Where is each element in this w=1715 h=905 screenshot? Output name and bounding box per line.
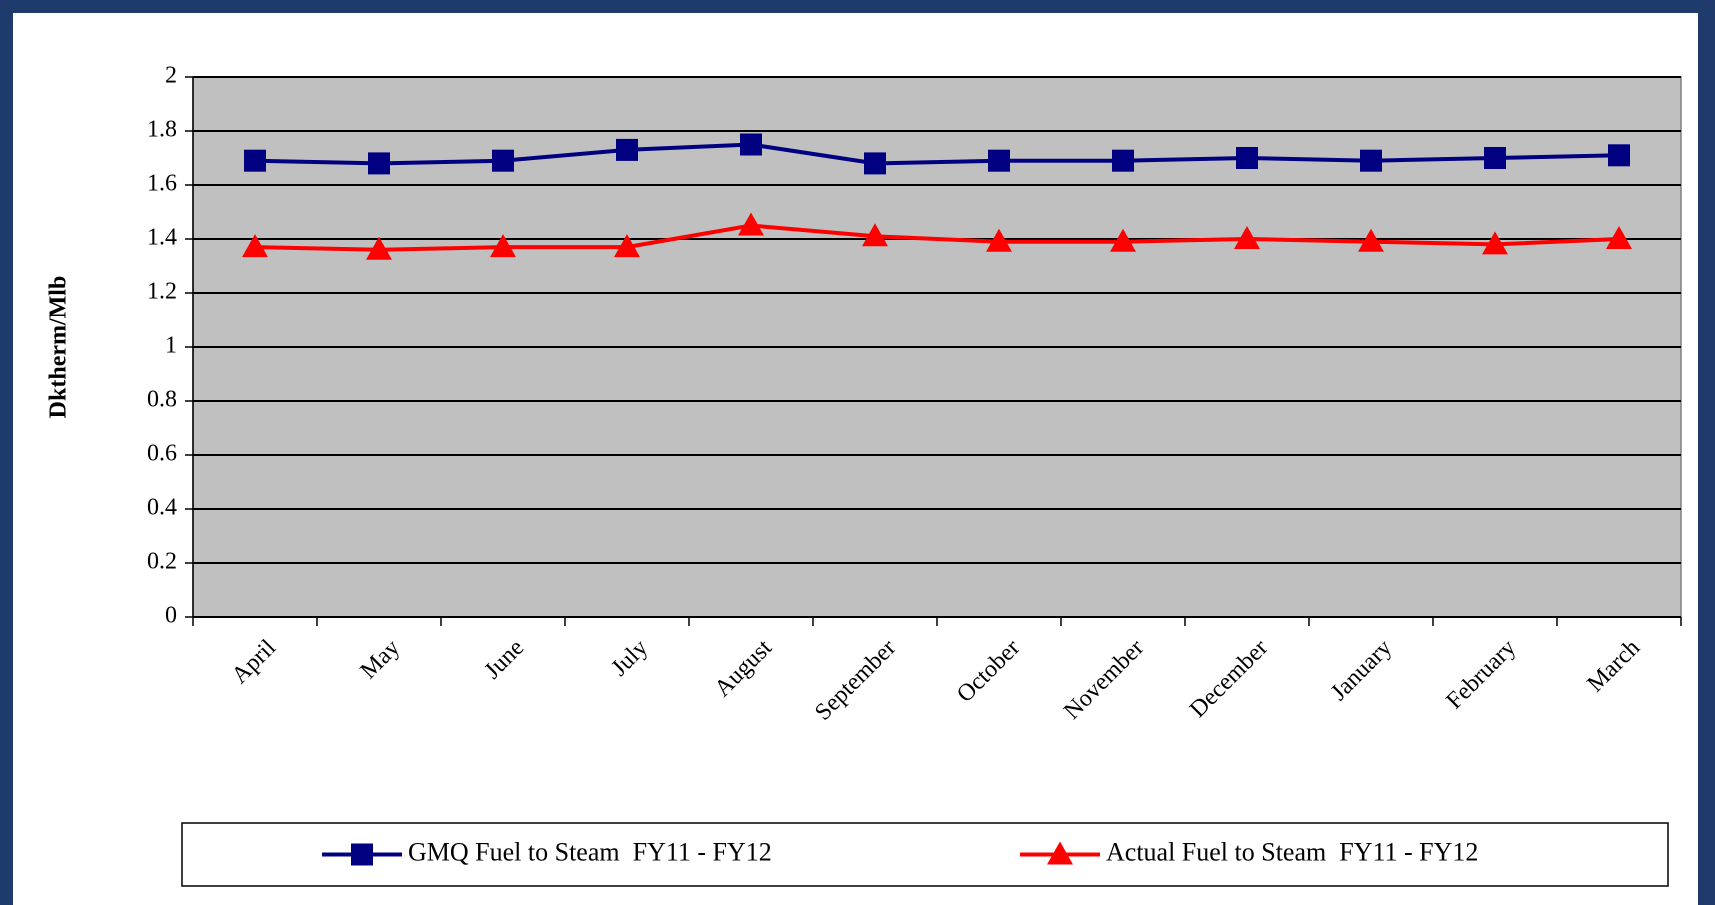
marker <box>738 212 764 236</box>
marker <box>1608 144 1630 167</box>
marker <box>492 149 514 172</box>
marker <box>1360 149 1382 172</box>
legend-box <box>181 822 1669 887</box>
marker <box>986 228 1012 252</box>
marker <box>490 234 516 258</box>
y-tick-label: 2 <box>165 63 177 89</box>
y-tick-label: 1.4 <box>147 225 177 251</box>
marker <box>862 223 888 247</box>
marker <box>1112 149 1134 172</box>
marker <box>1482 231 1508 255</box>
marker <box>1110 228 1136 252</box>
marker <box>616 138 638 161</box>
y-tick-label: 0.6 <box>147 441 177 467</box>
marker <box>368 152 390 175</box>
marker <box>351 843 373 866</box>
marker <box>988 149 1010 172</box>
marker <box>1047 841 1073 865</box>
marker <box>614 234 640 258</box>
marker <box>1358 228 1384 252</box>
series-line <box>254 223 1620 252</box>
marker <box>864 152 886 175</box>
y-axis-label: Dktherm/Mlb <box>46 276 72 419</box>
marker <box>1606 226 1632 249</box>
y-tick-label: 1.6 <box>147 171 177 197</box>
series-line <box>254 142 1620 166</box>
y-tick-label: 0.4 <box>147 495 177 521</box>
marker <box>1236 147 1258 169</box>
marker <box>366 236 392 260</box>
marker <box>242 234 268 258</box>
y-tick-label: 0 <box>165 603 177 629</box>
y-tick-label: 0.8 <box>147 387 177 413</box>
marker <box>740 133 762 156</box>
y-tick-label: 1.8 <box>147 117 177 143</box>
y-tick-label: 1.2 <box>147 279 177 305</box>
marker <box>1484 147 1506 169</box>
marker <box>1234 226 1260 249</box>
marker <box>244 149 266 172</box>
legend-label: Actual Fuel to Steam FY11 - FY12 <box>1106 837 1478 866</box>
legend-label: GMQ Fuel to Steam FY11 - FY12 <box>408 837 772 866</box>
y-tick-label: 0.2 <box>147 549 177 575</box>
y-tick-label: 1 <box>165 333 177 359</box>
